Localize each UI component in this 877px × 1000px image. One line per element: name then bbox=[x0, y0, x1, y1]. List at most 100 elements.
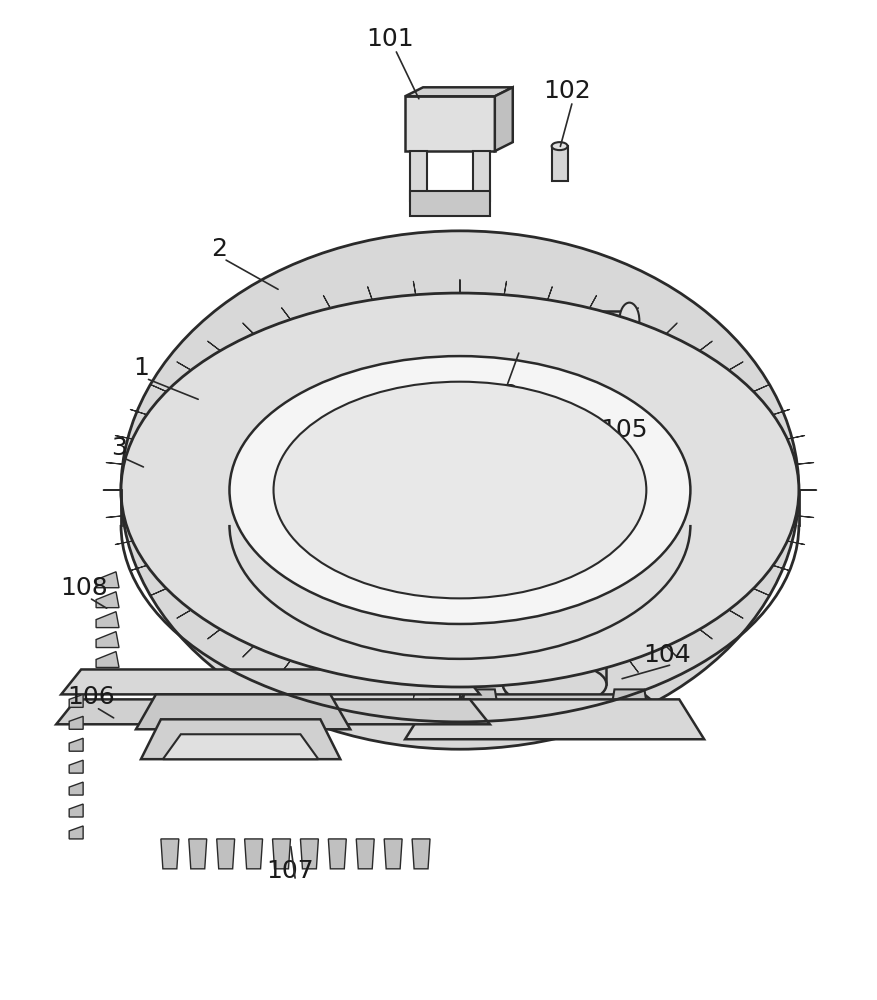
Polygon shape bbox=[404, 699, 703, 739]
Polygon shape bbox=[664, 450, 686, 455]
Text: 3: 3 bbox=[111, 436, 127, 460]
Polygon shape bbox=[300, 839, 318, 869]
Polygon shape bbox=[391, 360, 400, 369]
Polygon shape bbox=[519, 612, 528, 620]
Polygon shape bbox=[666, 323, 676, 334]
Polygon shape bbox=[69, 760, 83, 773]
Polygon shape bbox=[436, 355, 442, 364]
Polygon shape bbox=[225, 473, 248, 478]
Polygon shape bbox=[275, 569, 294, 576]
Polygon shape bbox=[629, 308, 638, 319]
Text: 1: 1 bbox=[132, 356, 149, 380]
Polygon shape bbox=[151, 589, 167, 595]
Polygon shape bbox=[328, 839, 346, 869]
Polygon shape bbox=[217, 839, 234, 869]
Polygon shape bbox=[752, 385, 768, 392]
Polygon shape bbox=[521, 311, 629, 331]
Text: 106: 106 bbox=[68, 685, 115, 709]
Polygon shape bbox=[310, 383, 326, 391]
Polygon shape bbox=[130, 409, 146, 415]
Polygon shape bbox=[473, 151, 489, 201]
Polygon shape bbox=[141, 719, 340, 759]
Polygon shape bbox=[503, 622, 606, 684]
Polygon shape bbox=[439, 694, 668, 714]
Text: 108: 108 bbox=[61, 576, 108, 600]
Polygon shape bbox=[795, 463, 813, 464]
Polygon shape bbox=[106, 516, 124, 518]
Polygon shape bbox=[662, 528, 684, 533]
Polygon shape bbox=[306, 587, 323, 595]
Polygon shape bbox=[272, 839, 290, 869]
Polygon shape bbox=[413, 685, 415, 699]
Ellipse shape bbox=[121, 231, 798, 749]
Polygon shape bbox=[629, 661, 638, 672]
Polygon shape bbox=[787, 436, 803, 439]
Polygon shape bbox=[593, 589, 609, 597]
Polygon shape bbox=[323, 295, 330, 308]
Polygon shape bbox=[242, 646, 253, 657]
Polygon shape bbox=[787, 541, 803, 545]
Polygon shape bbox=[69, 782, 83, 795]
Polygon shape bbox=[795, 516, 813, 518]
Polygon shape bbox=[411, 839, 430, 869]
Text: 102: 102 bbox=[543, 79, 591, 103]
Ellipse shape bbox=[121, 293, 798, 687]
Polygon shape bbox=[96, 652, 119, 667]
Polygon shape bbox=[323, 672, 330, 685]
Ellipse shape bbox=[216, 303, 703, 677]
Ellipse shape bbox=[274, 382, 645, 598]
Polygon shape bbox=[282, 308, 290, 319]
Polygon shape bbox=[137, 455, 160, 475]
Polygon shape bbox=[96, 592, 119, 608]
Polygon shape bbox=[151, 385, 167, 392]
Polygon shape bbox=[96, 572, 119, 588]
Polygon shape bbox=[176, 362, 191, 370]
Polygon shape bbox=[250, 548, 271, 554]
Polygon shape bbox=[728, 362, 742, 370]
Polygon shape bbox=[69, 738, 83, 751]
Polygon shape bbox=[356, 839, 374, 869]
Polygon shape bbox=[233, 525, 255, 530]
Polygon shape bbox=[524, 361, 533, 369]
Polygon shape bbox=[623, 571, 641, 579]
Polygon shape bbox=[648, 426, 669, 432]
Polygon shape bbox=[495, 87, 512, 151]
Polygon shape bbox=[728, 610, 742, 618]
Ellipse shape bbox=[539, 593, 569, 606]
Polygon shape bbox=[348, 369, 361, 378]
Polygon shape bbox=[752, 589, 768, 595]
Polygon shape bbox=[404, 96, 495, 151]
Polygon shape bbox=[252, 423, 273, 429]
Polygon shape bbox=[460, 689, 499, 719]
Polygon shape bbox=[413, 281, 415, 295]
Polygon shape bbox=[384, 839, 402, 869]
Polygon shape bbox=[245, 839, 262, 869]
Text: 105: 105 bbox=[600, 418, 647, 442]
Polygon shape bbox=[115, 436, 132, 439]
Polygon shape bbox=[646, 551, 667, 557]
Polygon shape bbox=[96, 612, 119, 628]
Polygon shape bbox=[671, 502, 693, 507]
Polygon shape bbox=[163, 734, 318, 759]
Polygon shape bbox=[503, 685, 506, 699]
Ellipse shape bbox=[139, 444, 160, 456]
Polygon shape bbox=[625, 404, 645, 411]
Polygon shape bbox=[551, 146, 567, 181]
Polygon shape bbox=[482, 356, 488, 364]
Polygon shape bbox=[61, 669, 480, 694]
Polygon shape bbox=[666, 646, 676, 657]
Ellipse shape bbox=[618, 303, 638, 339]
Polygon shape bbox=[562, 371, 575, 379]
Text: 103: 103 bbox=[470, 383, 518, 407]
Polygon shape bbox=[772, 565, 788, 571]
Polygon shape bbox=[189, 839, 206, 869]
Polygon shape bbox=[699, 629, 711, 639]
Polygon shape bbox=[176, 610, 191, 618]
Polygon shape bbox=[160, 839, 179, 869]
Polygon shape bbox=[410, 191, 489, 216]
Ellipse shape bbox=[489, 572, 618, 627]
Polygon shape bbox=[477, 616, 483, 625]
Polygon shape bbox=[404, 87, 512, 96]
Polygon shape bbox=[69, 694, 83, 707]
Ellipse shape bbox=[503, 662, 606, 706]
